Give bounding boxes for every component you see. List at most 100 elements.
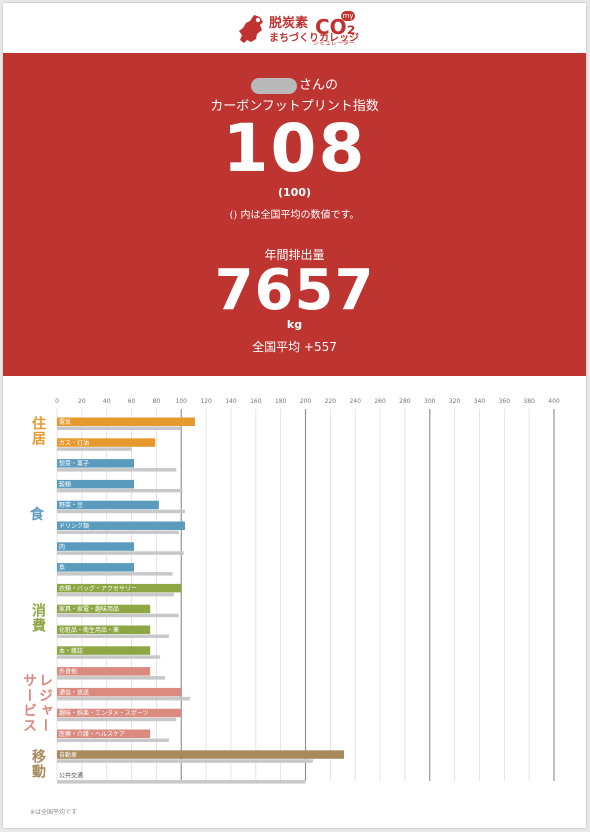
bar-value	[57, 625, 151, 634]
x-tick-label: 160	[250, 398, 262, 405]
bar-label: 自動車	[59, 751, 77, 759]
bar-average	[57, 572, 173, 576]
x-tick-label: 220	[325, 398, 337, 405]
category-label-line: レジャー	[37, 672, 53, 733]
bar-average	[57, 447, 132, 451]
bar-value	[57, 604, 151, 614]
x-tick-label: 380	[523, 398, 535, 405]
co2-my-badge: my	[341, 11, 355, 21]
bar-average	[57, 551, 184, 555]
result-page: 脱炭素 まちづくりカレッジ my CO₂ シミュレーター さんの カーボンフット…	[3, 3, 586, 828]
bar-average	[57, 530, 179, 534]
bar-label: ガス・灯油	[59, 439, 89, 447]
x-tick-label: 320	[449, 398, 461, 405]
footprint-title: カーボンフットプリント指数	[210, 99, 379, 114]
emission-value: 7657	[214, 258, 375, 323]
x-tick-label: 240	[349, 398, 361, 405]
x-tick-label: 300	[424, 398, 436, 405]
bar-value	[57, 438, 156, 447]
bar-value	[57, 459, 135, 468]
x-tick-label: 260	[374, 398, 386, 405]
bar-value	[57, 667, 151, 676]
co2-subtitle: シミュレーター	[313, 40, 355, 47]
category-label: 消費	[30, 603, 46, 634]
x-tick-label: 400	[548, 398, 560, 405]
bar-average	[57, 780, 306, 784]
bar-average	[57, 717, 177, 722]
bar-value	[57, 687, 182, 697]
bar-average	[57, 592, 174, 597]
bar-label: 肉	[59, 543, 65, 551]
co2-text: CO₂	[315, 15, 356, 39]
header: 脱炭素 まちづくりカレッジ my CO₂ シミュレーター	[3, 3, 586, 53]
x-tick-label: 180	[275, 398, 287, 405]
chart-svg: 0 20 40 60 80 100 120 140 160 180 200 220 240 260 280 3…	[55, 398, 560, 784]
bar-average	[57, 613, 179, 618]
logo-subtitle: まちづくりカレッジ	[269, 33, 359, 44]
category-label: 住居	[30, 416, 46, 447]
category-label-line: サービス	[21, 672, 37, 733]
bar-value	[57, 479, 135, 489]
emission-diff: 全国平均 +557	[252, 340, 337, 354]
x-tick-label: 340	[474, 398, 486, 405]
category-bar-chart: 0 20 40 60 80 100 120 140 160 180 200 220 240 260 280 3…	[3, 376, 586, 828]
x-tick-label: 100	[176, 398, 188, 405]
bar-average	[57, 696, 190, 701]
x-tick-label: 140	[225, 398, 237, 405]
x-tick-label: 280	[399, 398, 411, 405]
bar-label: 衣類・バッグ・アクセサリー	[59, 584, 137, 592]
bar-label: 医療・介護・ヘルスケア	[59, 730, 125, 738]
x-tick-label: 20	[78, 398, 86, 405]
footprint-value: 108	[222, 110, 367, 187]
user-suffix: さんの	[298, 78, 338, 93]
footprint-average: (100)	[277, 186, 312, 199]
bar-label: 外食他	[59, 668, 77, 676]
bar-average	[57, 488, 183, 493]
bar-value	[57, 729, 151, 738]
bar-average	[57, 676, 166, 680]
x-tick-label: 0	[55, 398, 59, 405]
chart-footnote: ※は全国平均です	[30, 809, 78, 816]
category-label: 移動	[30, 748, 46, 779]
bar-average	[57, 759, 313, 763]
bar-value	[57, 563, 135, 572]
bar-value	[57, 500, 159, 510]
bar-value	[57, 521, 185, 530]
logo-title: 脱炭素	[269, 16, 309, 31]
bar-value	[57, 417, 195, 426]
bar-value	[57, 583, 182, 593]
x-tick-label: 200	[300, 398, 312, 405]
bar-average	[57, 655, 161, 659]
bar-value	[57, 750, 345, 759]
bar-label: 電気	[59, 418, 71, 426]
bar-label: 本・雑誌	[59, 647, 83, 655]
category-label: レジャー サービス	[21, 673, 53, 733]
bar-label: 惣菜・菓子	[59, 460, 89, 468]
bar-label: 野菜・豆	[59, 501, 83, 509]
bar-average	[57, 426, 182, 430]
emission-title: 年間排出量	[264, 248, 325, 262]
x-tick-label: 60	[128, 398, 136, 405]
x-tick-label: 80	[153, 398, 161, 405]
bar-average	[57, 634, 169, 638]
category-label: 食	[30, 507, 44, 524]
user-name-redacted	[250, 77, 297, 94]
emission-unit: kg	[286, 318, 303, 331]
x-tick-label: 40	[103, 398, 111, 405]
bar-label: 公共交通	[59, 772, 83, 780]
japan-map-logo-icon	[239, 15, 263, 43]
bar-average	[57, 509, 185, 514]
bar-label: 趣味・娯楽・エンタメ・スポーツ	[59, 709, 149, 717]
bar-label: 家具・家電・趣味用品	[59, 605, 119, 613]
bar-label: 化粧品・衛生用品・薬	[59, 626, 119, 634]
footprint-note: () 内は全国平均の数値です。	[229, 210, 360, 221]
x-tick-label: 120	[200, 398, 212, 405]
bar-label: 穀類	[59, 480, 71, 488]
bar-label: ドリンク類	[59, 522, 89, 530]
summary-panel: さんの カーボンフットプリント指数 108 (100) () 内は全国平均の数値…	[3, 53, 586, 376]
user-line: さんの	[3, 74, 586, 94]
bar-label: 魚	[59, 564, 65, 572]
bar-value	[57, 708, 182, 718]
bar-value	[57, 542, 135, 551]
bar-average	[57, 738, 169, 742]
